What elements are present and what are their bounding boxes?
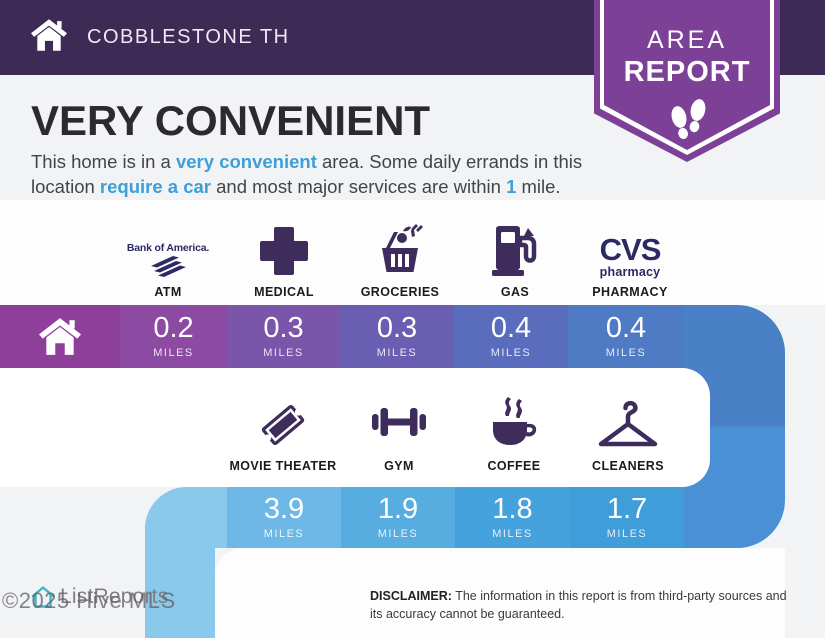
disclaimer-panel (215, 548, 785, 638)
distance-ribbon-row1: 0.2 MILES 0.3 MILES 0.3 MILES 0.4 MILES … (0, 305, 684, 368)
amenity-label: COFFEE (487, 459, 541, 473)
distance-segment: 3.9 MILES (227, 487, 341, 548)
distance-value: 3.9 (263, 493, 305, 525)
distance-segment: 1.9 MILES (341, 487, 455, 548)
gas-pump-icon (492, 226, 537, 276)
distance-value: 0.3 (376, 312, 418, 344)
listreports-house-icon (31, 586, 55, 608)
home-icon (31, 18, 67, 57)
amenity-label: GROCERIES (360, 285, 440, 299)
distance-segment: 0.3 MILES (227, 305, 340, 368)
amenity-label: PHARMACY (592, 285, 668, 299)
distance-value: 0.4 (605, 312, 647, 344)
medical-cross-icon (260, 227, 308, 275)
amenity-label: MOVIE THEATER (229, 459, 337, 473)
cvs-pharmacy-logo: CVS pharmacy (599, 231, 662, 279)
distance-unit: MILES (492, 528, 533, 540)
home-icon (39, 317, 81, 355)
listreports-logo: ListReports (30, 584, 168, 610)
distance-value: 1.8 (492, 493, 533, 525)
page-title: VERY CONVENIENT (31, 97, 431, 144)
property-name: COBBLESTONE TH (87, 26, 290, 48)
amenity-gas: GAS (450, 218, 580, 299)
amenity-medical: MEDICAL (219, 218, 349, 299)
ribbon-home-segment (0, 305, 120, 368)
amenity-coffee: COFFEE (449, 392, 579, 473)
amenity-label: GAS (500, 285, 530, 299)
watermark: ©2025 Hive MLS (2, 588, 176, 613)
boa-flag-icon (150, 256, 186, 277)
distance-segment: 0.2 MILES (120, 305, 227, 368)
amenity-label: ATM (154, 285, 182, 299)
amenity-label: CLEANERS (592, 459, 664, 473)
distance-unit: MILES (606, 528, 648, 540)
disclaimer-text: DISCLAIMER: The information in this repo… (370, 587, 800, 623)
amenity-atm: Bank of America. ATM (103, 218, 233, 299)
highlight-require-a-car: require a car (99, 175, 211, 197)
cvs-logo-subtext: pharmacy (599, 264, 661, 279)
summary-part: area. Some daily errands in this locatio… (31, 151, 583, 197)
distance-unit: MILES (263, 347, 304, 359)
distance-unit: MILES (605, 347, 647, 359)
distance-unit: MILES (377, 528, 419, 540)
distance-value: 1.9 (377, 493, 419, 525)
distance-segment: 1.7 MILES (570, 487, 684, 548)
amenity-groceries: GROCERIES (335, 218, 465, 299)
distance-value: 1.7 (606, 493, 648, 525)
distance-value: 0.4 (490, 312, 532, 344)
distance-unit: MILES (153, 347, 194, 359)
badge-line1: AREA (646, 26, 728, 54)
distance-segment: 1.8 MILES (455, 487, 570, 548)
summary-part: This home is in a (31, 151, 176, 172)
distance-segment: 0.4 MILES (568, 305, 684, 368)
disclaimer-label: DISCLAIMER: (370, 589, 452, 603)
badge-line2: REPORT (623, 56, 751, 88)
distance-value: 0.3 (263, 312, 304, 344)
cvs-logo-text: CVS (599, 231, 662, 267)
distance-value: 0.2 (153, 312, 194, 344)
amenities-row2-panel (0, 368, 710, 487)
amenity-label: GYM (384, 459, 414, 473)
summary-part: and most major services are within (210, 175, 507, 197)
footprints-icon (594, 95, 780, 148)
distance-segment: 0.4 MILES (454, 305, 568, 368)
disclaimer-body: The information in this report is from t… (370, 589, 787, 622)
distance-ribbon-row2: 3.9 MILES 1.9 MILES 1.8 MILES 1.7 MILES (145, 487, 685, 548)
bank-of-america-logo: Bank of America. (127, 242, 209, 278)
distance-unit: MILES (376, 347, 418, 359)
distance-segment: 0.3 MILES (340, 305, 454, 368)
summary-part: mile. (516, 175, 561, 197)
highlight-one-mile: 1 (506, 175, 517, 197)
distance-unit: MILES (263, 528, 305, 540)
movie-ticket-icon (261, 404, 305, 446)
highlight-very-convenient: very convenient (175, 151, 317, 172)
summary-text: This home is in a very convenient area. … (31, 150, 591, 200)
amenity-cleaners: CLEANERS (563, 392, 693, 473)
amenity-gym: GYM (334, 392, 464, 473)
amenity-label: MEDICAL (254, 285, 314, 299)
hanger-icon (598, 400, 658, 447)
boa-logo-text: Bank of America. (126, 242, 210, 254)
area-report-badge: AREA REPORT (594, 0, 780, 162)
ribbon-row2-corner (145, 487, 227, 548)
coffee-cup-icon (493, 397, 537, 445)
groceries-basket-icon (382, 224, 423, 272)
listreports-logo-text: ListReports (60, 585, 169, 608)
distance-unit: MILES (490, 347, 532, 359)
amenity-pharmacy: CVS pharmacy PHARMACY (565, 218, 695, 300)
gym-dumbbell-icon (372, 408, 426, 436)
amenity-movie-theater: MOVIE THEATER (218, 392, 348, 473)
